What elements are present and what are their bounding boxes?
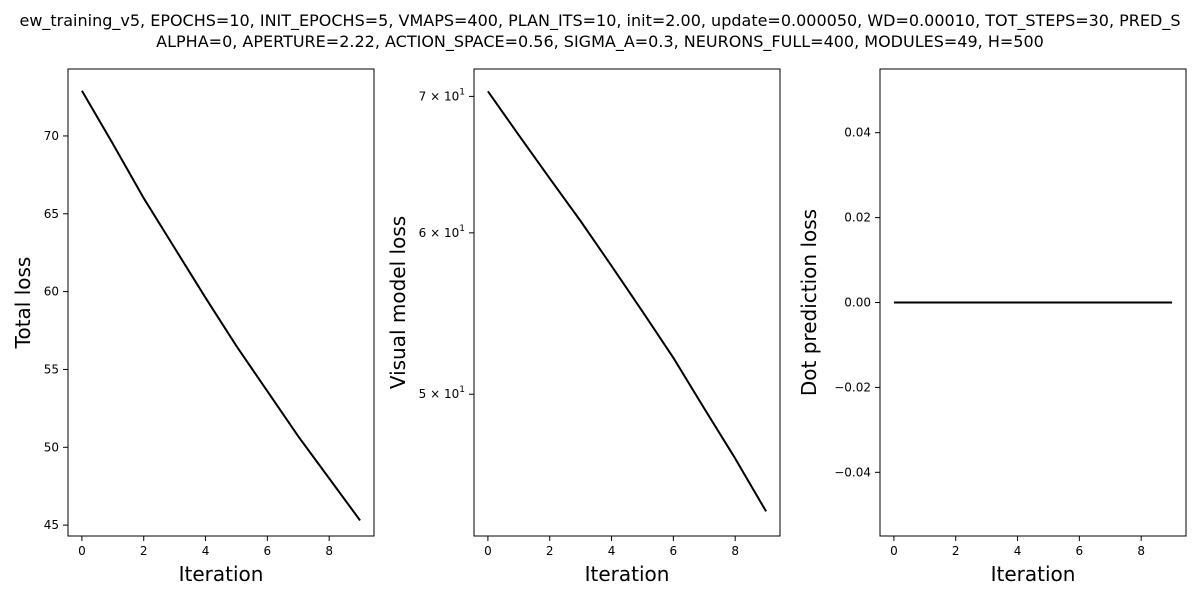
total-loss-x-tick-label: 2 <box>140 544 148 558</box>
dot-prediction-loss-y-tick-label: −0.04 <box>834 465 871 479</box>
total-loss-axes-frame <box>67 68 375 537</box>
visual-model-loss-y-tick-label: 5 × 101 <box>419 385 465 401</box>
visual-model-loss-series-line <box>487 90 767 512</box>
visual-model-loss-x-tick-label: 8 <box>731 544 739 558</box>
total-loss-y-tick-label: 50 <box>44 440 59 454</box>
visual-model-loss-x-tick-label: 6 <box>670 544 678 558</box>
visual-model-loss-y-tick-label: 6 × 101 <box>419 224 465 240</box>
visual-model-loss-axes-frame <box>473 68 781 537</box>
total-loss-y-tick-label: 45 <box>44 518 59 532</box>
dot-prediction-loss-x-tick-label: 8 <box>1137 544 1145 558</box>
visual-model-loss-panel: 0 2 4 6 8 5 × 101 6 × 101 7 × 101 Iteration Visua… <box>386 68 781 586</box>
figure-title-line-2: ALPHA=0, APERTURE=2.22, ACTION_SPACE=0.5… <box>156 32 1044 52</box>
total-loss-y-tick-label: 55 <box>44 362 59 376</box>
dot-prediction-loss-panel: 0 2 4 6 8 −0.04 −0.02 0.00 0.02 0.04 Iteration Dot … <box>797 68 1187 586</box>
total-loss-x-tick-label: 6 <box>264 544 272 558</box>
dot-prediction-loss-x-tick-label: 6 <box>1076 544 1084 558</box>
visual-model-loss-x-tick-label: 0 <box>484 544 492 558</box>
dot-prediction-loss-y-tick-label: −0.02 <box>834 380 871 394</box>
dot-prediction-loss-x-tick-label: 2 <box>952 544 960 558</box>
total-loss-x-tick-label: 4 <box>202 544 210 558</box>
dot-prediction-loss-x-axis-label: Iteration <box>991 562 1076 586</box>
figure-title-line-1: ew_training_v5, EPOCHS=10, INIT_EPOCHS=5… <box>19 11 1180 31</box>
total-loss-y-tick-label: 60 <box>44 285 59 299</box>
total-loss-x-axis-label: Iteration <box>179 562 264 586</box>
dot-prediction-loss-y-tick-label: 0.02 <box>844 211 871 225</box>
visual-model-loss-x-tick-label: 4 <box>608 544 616 558</box>
dot-prediction-loss-x-tick-label: 4 <box>1014 544 1022 558</box>
total-loss-panel: 0 2 4 6 8 45 50 55 60 65 70 Iteration Total loss <box>11 68 375 586</box>
visual-model-loss-y-axis-label: Visual model loss <box>386 216 410 389</box>
total-loss-x-tick-label: 0 <box>78 544 86 558</box>
dot-prediction-loss-x-tick-label: 0 <box>890 544 898 558</box>
total-loss-y-tick-label: 65 <box>44 207 59 221</box>
visual-model-loss-y-tick-label: 7 × 101 <box>419 87 465 103</box>
dot-prediction-loss-y-tick-label: 0.00 <box>844 296 871 310</box>
visual-model-loss-x-tick-label: 2 <box>546 544 554 558</box>
dot-prediction-loss-y-axis-label: Dot prediction loss <box>797 209 821 396</box>
total-loss-x-tick-label: 8 <box>325 544 333 558</box>
total-loss-y-tick-label: 70 <box>44 129 59 143</box>
total-loss-series-line <box>81 90 361 522</box>
dot-prediction-loss-y-tick-label: 0.04 <box>844 126 871 140</box>
total-loss-y-axis-label: Total loss <box>11 257 35 350</box>
visual-model-loss-x-axis-label: Iteration <box>585 562 670 586</box>
